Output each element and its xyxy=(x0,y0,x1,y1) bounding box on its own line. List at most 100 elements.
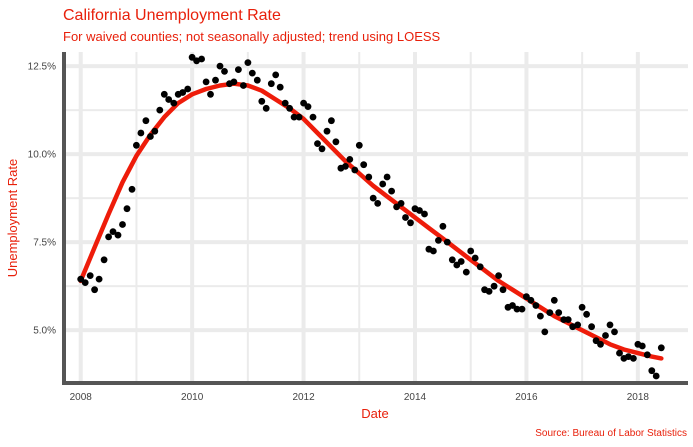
data-point xyxy=(309,113,317,121)
x-tick-label: 2018 xyxy=(627,392,650,403)
trend-line-layer xyxy=(78,81,664,361)
data-point xyxy=(435,237,442,244)
data-point xyxy=(323,127,331,135)
data-point xyxy=(351,166,359,174)
data-point xyxy=(355,141,363,149)
data-point xyxy=(276,83,284,91)
data-point xyxy=(207,90,214,98)
data-point xyxy=(346,156,354,163)
data-point xyxy=(597,340,604,348)
data-point xyxy=(499,286,507,294)
data-point xyxy=(95,275,103,283)
data-point xyxy=(165,96,173,103)
data-point xyxy=(388,187,395,195)
data-point xyxy=(495,272,502,279)
chart-title: California Unemployment Rate xyxy=(63,7,281,24)
data-point xyxy=(147,133,154,140)
x-tick-label: 2012 xyxy=(292,392,315,403)
grid-lines xyxy=(64,52,688,383)
data-point xyxy=(114,231,122,239)
data-point xyxy=(262,104,270,112)
data-point xyxy=(360,161,368,169)
data-point xyxy=(100,256,108,264)
data-point xyxy=(160,90,168,98)
data-point xyxy=(546,309,554,316)
data-point xyxy=(244,59,252,66)
data-point xyxy=(179,89,187,96)
data-point xyxy=(369,194,377,202)
data-point xyxy=(109,228,117,236)
data-point xyxy=(133,141,140,149)
data-point xyxy=(648,367,656,375)
data-point xyxy=(513,305,521,313)
data-point xyxy=(230,78,238,86)
data-points xyxy=(77,53,665,380)
data-point xyxy=(383,173,391,181)
y-tick-label: 7.5% xyxy=(33,238,56,249)
data-point xyxy=(443,238,451,246)
data-point xyxy=(643,351,651,359)
data-point xyxy=(457,258,465,265)
x-tick-label: 2008 xyxy=(70,392,93,403)
data-point xyxy=(248,69,256,77)
data-point xyxy=(198,55,206,63)
data-point xyxy=(91,286,98,294)
x-axis-title: Date xyxy=(361,406,388,421)
data-point xyxy=(212,76,219,84)
y-tick-label: 5.0% xyxy=(33,326,56,337)
y-tick-label: 12.5% xyxy=(28,62,56,73)
data-point xyxy=(221,68,228,75)
data-point xyxy=(467,247,475,255)
data-point xyxy=(606,321,614,329)
data-point xyxy=(416,207,423,214)
data-point xyxy=(485,288,493,295)
data-point xyxy=(105,233,112,241)
axes xyxy=(62,52,688,385)
data-point xyxy=(86,272,94,279)
data-point xyxy=(235,66,242,73)
data-point xyxy=(142,117,150,125)
data-point xyxy=(532,302,540,309)
data-point xyxy=(421,210,428,218)
data-point xyxy=(253,76,261,84)
data-point xyxy=(652,372,660,380)
data-point xyxy=(439,222,447,230)
data-point xyxy=(448,256,456,264)
data-point xyxy=(128,185,136,193)
data-point xyxy=(216,62,224,70)
data-point xyxy=(267,80,275,88)
data-point xyxy=(518,305,526,313)
data-point xyxy=(374,200,382,207)
data-point xyxy=(397,200,405,207)
data-point xyxy=(240,82,247,89)
data-point xyxy=(151,127,159,135)
data-point xyxy=(638,342,646,350)
data-point xyxy=(184,85,192,93)
x-tick-label: 2014 xyxy=(404,392,427,403)
data-point xyxy=(588,323,595,331)
data-point xyxy=(476,263,484,271)
data-point xyxy=(402,214,409,221)
data-point xyxy=(657,344,665,352)
data-point xyxy=(137,129,145,137)
loess-trend-line xyxy=(78,81,664,361)
data-point xyxy=(407,219,414,227)
y-tick-label: 10.0% xyxy=(28,150,56,161)
data-point xyxy=(202,78,210,86)
data-point xyxy=(328,117,335,125)
data-point xyxy=(564,316,572,323)
data-point xyxy=(290,113,298,121)
data-point xyxy=(527,296,535,304)
data-point xyxy=(258,97,266,105)
data-point xyxy=(314,140,321,148)
data-point xyxy=(616,349,623,357)
data-point xyxy=(342,163,349,170)
data-point xyxy=(379,180,387,188)
data-point xyxy=(295,113,303,121)
data-point xyxy=(471,254,479,262)
data-point xyxy=(170,99,178,107)
chart-caption: Source: Bureau of Labor Statistics xyxy=(535,428,687,439)
data-point xyxy=(318,145,326,153)
x-tick-label: 2016 xyxy=(515,392,538,403)
data-point xyxy=(332,138,340,146)
